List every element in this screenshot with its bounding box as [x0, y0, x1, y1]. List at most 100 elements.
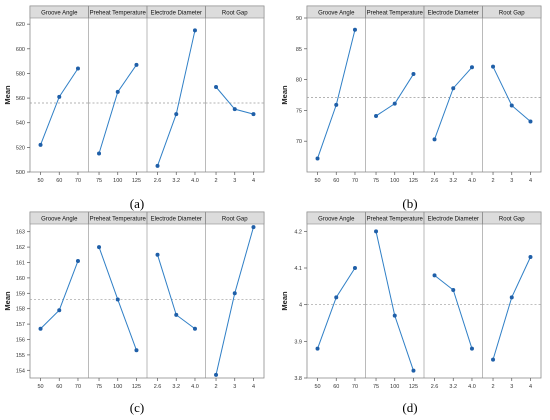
- y-tick-label: 80: [296, 78, 302, 84]
- factor-panel: Root Gap 2 3 4: [482, 5, 542, 184]
- x-tick-label: 2: [491, 384, 494, 390]
- y-tick-label: 90: [296, 16, 302, 22]
- factor-panel: Preheat Temperature 75 100 125: [88, 5, 148, 184]
- chart-d: 3.8 3.9 4 4.1 4.2 Mean Groove Angle 50 60 70 Prehe…: [280, 211, 542, 390]
- y-tick-label: 3.8: [294, 376, 302, 382]
- data-point: [392, 101, 397, 106]
- x-tick-label: 100: [113, 384, 122, 390]
- x-tick-label: 70: [75, 178, 81, 184]
- data-point: [315, 156, 320, 161]
- data-point: [451, 86, 456, 91]
- x-tick-label: 75: [96, 178, 102, 184]
- y-tick-label: 580: [16, 71, 25, 77]
- factor-panel: Root Gap 2 3 4: [482, 211, 542, 390]
- panel-title: Root Gap: [222, 217, 248, 223]
- panel-title: Root Gap: [499, 11, 525, 17]
- y-tick-label: 560: [16, 96, 25, 102]
- y-axis-label: Mean: [280, 291, 289, 311]
- x-tick-label: 70: [352, 178, 358, 184]
- x-tick-label: 3: [510, 384, 513, 390]
- data-point: [38, 142, 43, 147]
- data-point: [469, 346, 474, 351]
- data-point: [334, 102, 339, 107]
- x-tick-label: 3.2: [449, 384, 457, 390]
- x-tick-label: 70: [352, 384, 358, 390]
- y-tick-label: 163: [16, 230, 25, 236]
- x-tick-label: 2: [491, 178, 494, 184]
- x-tick-label: 125: [409, 384, 418, 390]
- factor-panel: Preheat Temperature 75 100 125: [365, 5, 425, 184]
- data-point: [352, 266, 357, 270]
- y-tick-label: 162: [16, 245, 25, 251]
- x-tick-label: 4: [529, 384, 532, 390]
- factor-panel: Electrode Diameter 2.6 3.2 4.0: [423, 5, 483, 184]
- data-point: [411, 72, 416, 77]
- y-tick-label: 4.2: [294, 229, 302, 235]
- factor-panel: Root Gap 2 3 4: [205, 5, 265, 184]
- x-tick-label: 3.2: [172, 178, 180, 184]
- chart-c: 154 155 156 157 158 159 160 161 162 163 Mean Groove…: [3, 211, 265, 390]
- y-tick-label: 4: [299, 303, 302, 309]
- x-tick-label: 125: [132, 384, 141, 390]
- x-tick-label: 50: [37, 178, 43, 184]
- data-point: [232, 291, 237, 296]
- y-tick-label: 85: [296, 47, 302, 53]
- data-point: [75, 66, 80, 71]
- caption-c: (c): [129, 400, 145, 415]
- chart-b: 70 75 80 85 90 Mean Groove Angle 50 60 70 Preheat …: [280, 5, 542, 184]
- data-point: [509, 103, 514, 108]
- data-point: [432, 273, 437, 278]
- data-point: [334, 295, 339, 300]
- x-tick-label: 60: [333, 384, 339, 390]
- factor-panel: Groove Angle 50 60 70: [29, 211, 89, 390]
- data-point: [75, 258, 80, 263]
- panel-title: Electrode Diameter: [151, 217, 202, 223]
- y-tick-label: 154: [16, 368, 25, 374]
- panel-title: Groove Angle: [318, 11, 355, 17]
- data-point: [451, 288, 456, 292]
- data-point: [411, 368, 416, 373]
- data-point: [155, 252, 160, 257]
- x-tick-label: 2.6: [431, 178, 439, 184]
- x-tick-label: 4: [252, 384, 255, 390]
- x-tick-label: 50: [37, 384, 43, 390]
- y-axis-label: Mean: [3, 291, 12, 311]
- factor-panel: Root Gap 2 3 4: [205, 211, 265, 390]
- y-tick-label: 75: [296, 108, 302, 114]
- panel-title: Preheat Temperature: [90, 217, 147, 223]
- data-point: [528, 255, 533, 259]
- y-tick-label: 620: [16, 22, 25, 28]
- data-point: [374, 229, 379, 234]
- data-point: [134, 348, 139, 353]
- data-point: [38, 326, 43, 331]
- data-point: [232, 107, 237, 112]
- factor-panel: Electrode Diameter 2.6 3.2 4.0: [423, 211, 483, 390]
- x-tick-label: 60: [56, 178, 62, 184]
- data-point: [509, 295, 514, 300]
- y-tick-label: 158: [16, 307, 25, 313]
- x-tick-label: 75: [373, 384, 379, 390]
- data-point: [57, 308, 62, 313]
- data-point: [251, 112, 256, 117]
- y-tick-label: 3.9: [294, 339, 302, 345]
- x-tick-label: 2.6: [431, 384, 439, 390]
- data-point: [174, 112, 179, 117]
- data-point: [115, 89, 120, 94]
- panel-title: Groove Angle: [318, 217, 355, 223]
- y-axis-label: Mean: [3, 85, 12, 105]
- y-tick-label: 159: [16, 291, 25, 297]
- x-tick-label: 4: [252, 178, 255, 184]
- x-tick-label: 3: [233, 178, 236, 184]
- x-tick-label: 100: [113, 178, 122, 184]
- data-point: [528, 119, 533, 124]
- x-tick-label: 60: [56, 384, 62, 390]
- x-tick-label: 2.6: [154, 178, 162, 184]
- x-tick-label: 3: [233, 384, 236, 390]
- x-tick-label: 75: [373, 178, 379, 184]
- factor-panel: Preheat Temperature 75 100 125: [88, 211, 148, 390]
- y-tick-label: 70: [296, 139, 302, 145]
- factor-panel: Groove Angle 50 60 70: [306, 5, 366, 184]
- panel-title: Preheat Temperature: [367, 11, 424, 17]
- x-tick-label: 4.0: [191, 178, 199, 184]
- chart-a: 500 520 540 560 580 600 620 Mean Groove Angle 50 6…: [3, 5, 265, 184]
